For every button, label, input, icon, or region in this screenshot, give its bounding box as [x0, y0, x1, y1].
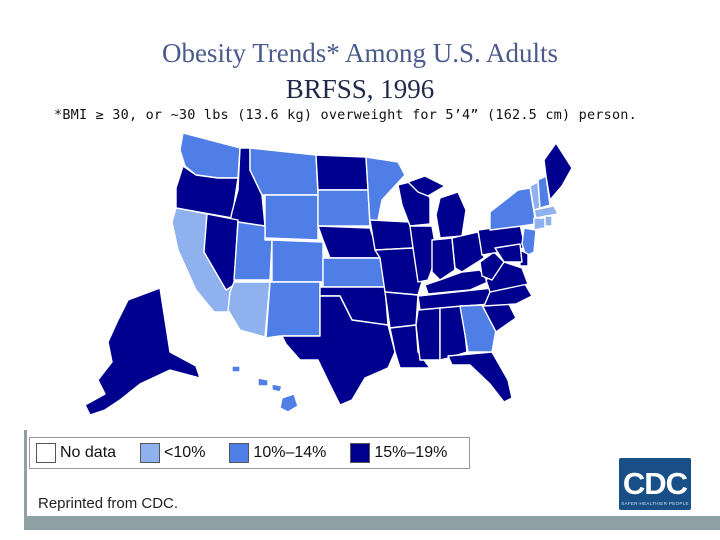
state-wy [264, 194, 319, 241]
state-oh [451, 231, 485, 273]
state-nd [315, 154, 369, 191]
legend-item-high: 15%–19% [350, 443, 447, 463]
map-legend: No data <10% 10%–14% 15%–19% [29, 437, 470, 469]
legend-item-no-data: No data [36, 443, 116, 463]
cdc-logo-text: CDC [622, 466, 688, 501]
legend-swatch-high [350, 443, 371, 463]
state-az [227, 281, 271, 338]
state-hi-4 [271, 383, 283, 393]
cdc-logo: CDC SAFER·HEALTHIER·PEOPLE [619, 458, 691, 510]
state-nj [521, 227, 537, 257]
legend-label-low: <10% [164, 444, 206, 461]
state-mn [365, 156, 406, 225]
state-il [409, 225, 438, 283]
state-fl [447, 351, 513, 403]
legend-label-high: 15%–19% [374, 444, 448, 461]
legend-item-low: <10% [140, 443, 205, 463]
state-nv [203, 213, 239, 291]
state-co [271, 239, 324, 283]
state-mt [249, 147, 319, 196]
cdc-logo-tagline: SAFER·HEALTHIER·PEOPLE [621, 501, 689, 506]
legend-swatch-mid [229, 443, 250, 463]
state-in [431, 237, 456, 281]
legend-label-mid: 10%–14% [253, 444, 327, 461]
state-md [494, 243, 523, 263]
state-ne [317, 225, 381, 259]
state-mi [435, 191, 467, 239]
state-tx [281, 295, 396, 406]
state-ri [544, 215, 553, 227]
state-ar [384, 291, 419, 329]
state-ks [322, 257, 386, 288]
state-ak [84, 287, 201, 416]
footnote: *BMI ≥ 30, or ~30 lbs (13.6 kg) overweig… [54, 107, 637, 123]
state-or [175, 165, 239, 219]
state-hi-2 [257, 377, 269, 387]
state-me [543, 142, 573, 201]
state-ia [369, 219, 414, 251]
state-ms [415, 307, 441, 361]
state-sd [317, 189, 371, 227]
legend-swatch-low [140, 443, 161, 463]
state-hi [279, 393, 299, 413]
title-line-2: BRFSS, 1996 [285, 74, 435, 104]
state-ct [533, 217, 546, 231]
state-hi-3 [231, 365, 241, 373]
legend-label-no-data: No data [60, 444, 117, 461]
state-ma [533, 205, 559, 219]
footer-bar [24, 516, 720, 530]
state-ny [489, 187, 537, 231]
state-ga [459, 304, 497, 353]
legend-item-mid: 10%–14% [229, 443, 326, 463]
reprint-note: Reprinted from CDC. [38, 495, 179, 512]
legend-swatch-no-data [36, 443, 56, 463]
frame-left-bar [24, 430, 27, 518]
state-mi-up [407, 175, 446, 197]
state-nm [265, 281, 321, 339]
title-line-1: Obesity Trends* Among U.S. Adults [161, 38, 559, 68]
